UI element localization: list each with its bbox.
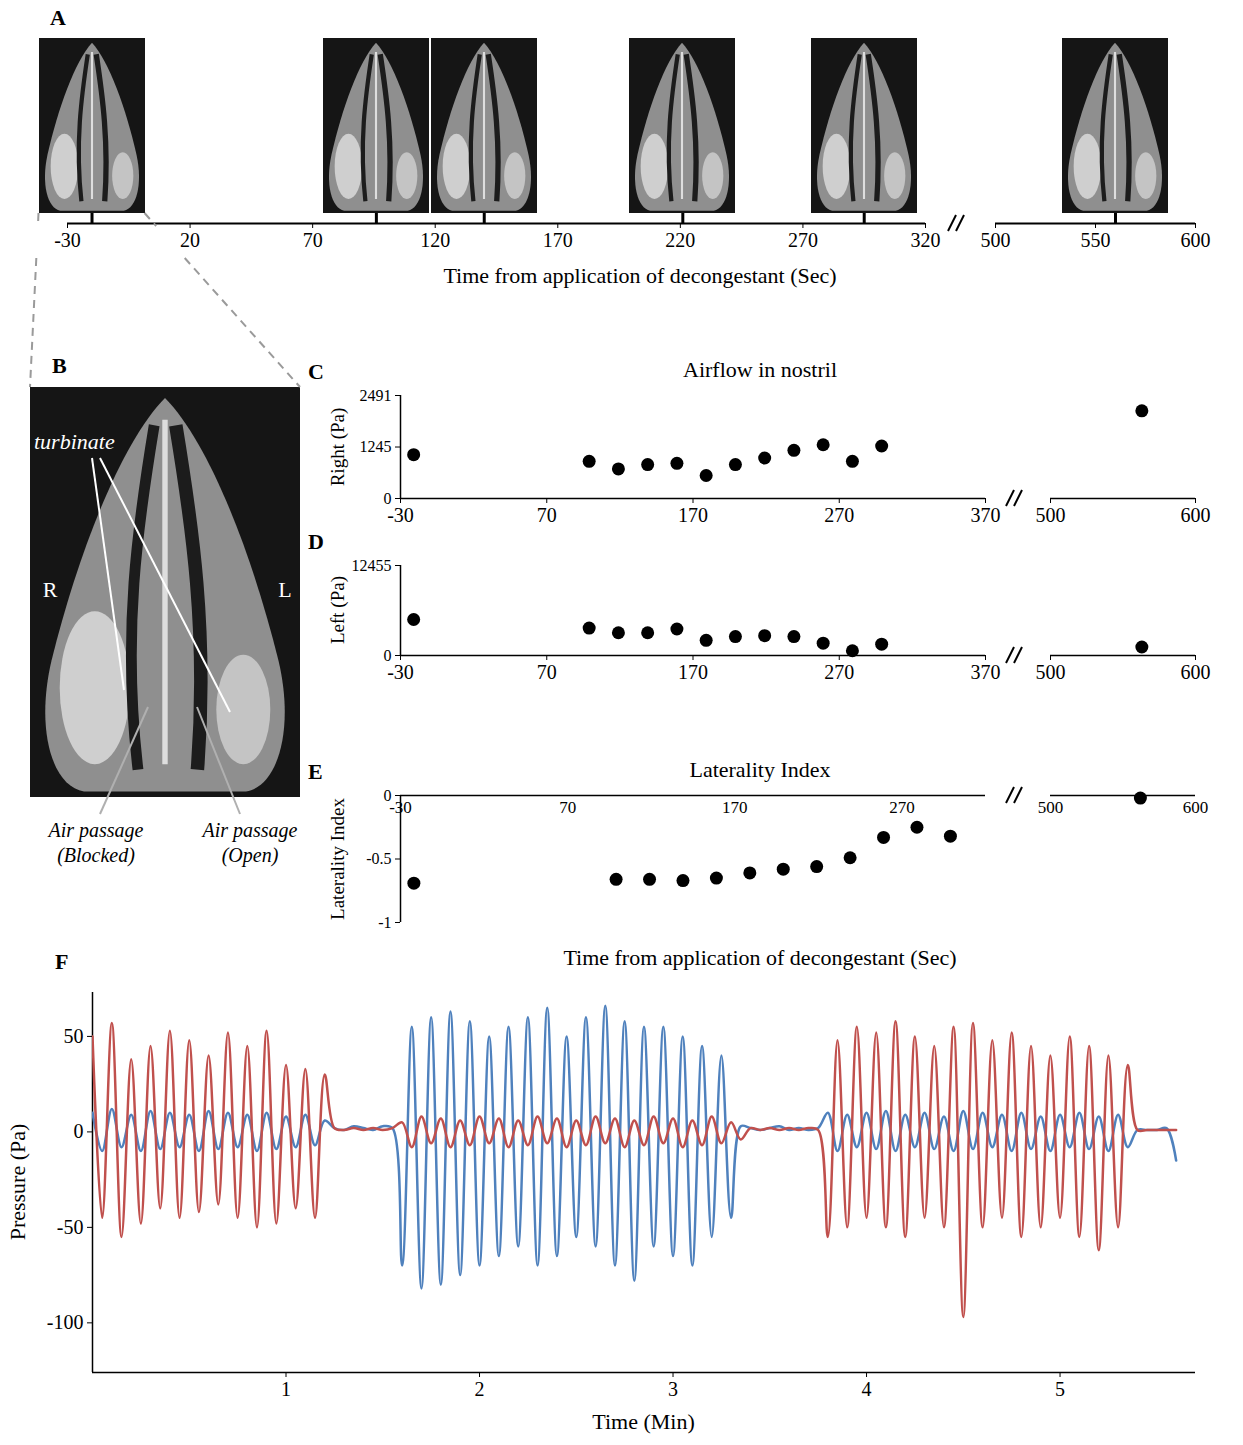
- html-text:R: R: [42, 577, 58, 603]
- html-text:Time (Min): Time (Min): [592, 1409, 695, 1434]
- svg-text:600: 600: [1181, 229, 1211, 251]
- svg-text:-1: -1: [378, 914, 391, 931]
- svg-text:170: 170: [722, 798, 748, 817]
- svg-text:-100: -100: [47, 1311, 84, 1333]
- html-text:D: D: [308, 529, 324, 554]
- svg-text:70: 70: [537, 504, 557, 526]
- svg-text:270: 270: [824, 504, 854, 526]
- svg-text:5: 5: [1055, 1378, 1065, 1400]
- svg-text:270: 270: [788, 229, 818, 251]
- html-text:C: C: [308, 359, 324, 384]
- html-text:A: A: [50, 5, 66, 30]
- html-text:Air passage (Open): Air passage (Open): [202, 819, 298, 866]
- html-text:Laterality Index: Laterality Index: [689, 757, 831, 783]
- html-text:F: F: [55, 949, 69, 974]
- svg-text:270: 270: [824, 661, 854, 683]
- svg-text:0: 0: [74, 1120, 84, 1142]
- svg-text:500: 500: [1038, 798, 1064, 817]
- svg-text:600: 600: [1181, 661, 1211, 683]
- html-text:Pressure (Pa): Pressure (Pa): [5, 1123, 31, 1241]
- svg-text:-50: -50: [57, 1216, 84, 1238]
- html-text:Left (Pa): Left (Pa): [327, 576, 349, 644]
- svg-text:220: 220: [665, 229, 695, 251]
- svg-text:2491: 2491: [360, 387, 392, 404]
- svg-text:-30: -30: [387, 504, 414, 526]
- html-text:Air passage (Blocked): Air passage (Blocked): [48, 819, 144, 866]
- svg-text:0: 0: [383, 489, 392, 507]
- svg-text:600: 600: [1183, 798, 1209, 817]
- svg-text:4: 4: [862, 1378, 872, 1400]
- svg-text:-0.5: -0.5: [366, 850, 391, 867]
- svg-text:320: 320: [911, 229, 941, 251]
- svg-text:500: 500: [1036, 661, 1066, 683]
- html-text:B: B: [52, 353, 67, 378]
- svg-text:3: 3: [668, 1378, 678, 1400]
- html-text:L: L: [278, 577, 292, 603]
- svg-text:-30: -30: [389, 798, 412, 817]
- svg-text:370: 370: [971, 504, 1001, 526]
- svg-text:0: 0: [383, 786, 392, 804]
- svg-text:50: 50: [64, 1025, 84, 1047]
- html-text:Laterality Index: Laterality Index: [327, 797, 349, 920]
- svg-text:20: 20: [180, 229, 200, 251]
- svg-text:2: 2: [475, 1378, 485, 1400]
- svg-text:170: 170: [678, 504, 708, 526]
- svg-text:270: 270: [889, 798, 915, 817]
- html-text:Airflow in nostril: Airflow in nostril: [683, 357, 837, 383]
- html-text:Time from application of decon: Time from application of decongestant (S…: [563, 945, 957, 970]
- svg-text:550: 550: [1081, 229, 1111, 251]
- svg-text:0: 0: [383, 646, 392, 664]
- svg-text:370: 370: [971, 661, 1001, 683]
- svg-text:500: 500: [1036, 504, 1066, 526]
- html-text:turbinate: turbinate: [34, 429, 115, 454]
- svg-text:70: 70: [537, 661, 557, 683]
- svg-text:1: 1: [281, 1378, 291, 1400]
- svg-text:1245: 1245: [360, 438, 392, 455]
- svg-text:170: 170: [543, 229, 573, 251]
- svg-text:-30: -30: [387, 661, 414, 683]
- svg-text:-30: -30: [54, 229, 81, 251]
- svg-text:170: 170: [678, 661, 708, 683]
- svg-text:12455: 12455: [352, 557, 392, 574]
- svg-text:70: 70: [303, 229, 323, 251]
- html-text:Time from application of decon: Time from application of decongestant (S…: [443, 263, 837, 288]
- html-text:E: E: [308, 759, 323, 784]
- svg-text:70: 70: [559, 798, 576, 817]
- svg-text:600: 600: [1181, 504, 1211, 526]
- svg-text:500: 500: [981, 229, 1011, 251]
- svg-text:120: 120: [420, 229, 450, 251]
- html-text:Right (Pa): Right (Pa): [327, 407, 349, 486]
